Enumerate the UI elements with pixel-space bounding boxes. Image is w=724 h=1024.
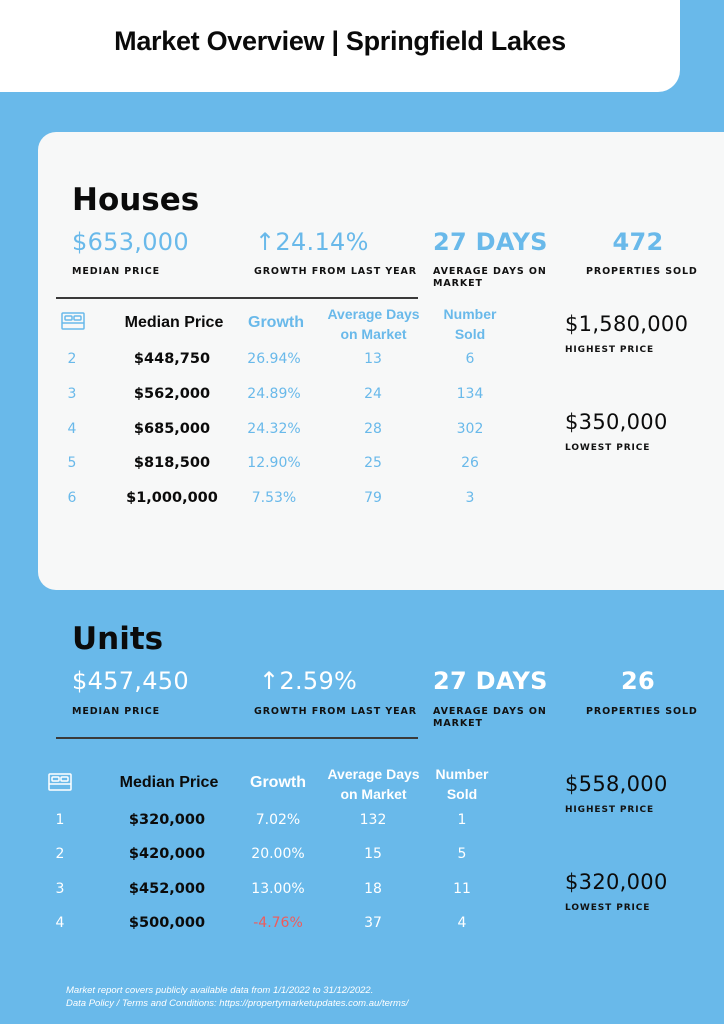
houses-row-beds: 3 — [67, 386, 77, 402]
units-row-growth: 7.02% — [255, 812, 301, 828]
footer-date-range: Market report covers publicly available … — [66, 985, 374, 996]
bed-icon — [48, 773, 72, 791]
units-highest-label: HIGHEST PRICE — [565, 805, 655, 815]
houses-row-sold: 134 — [456, 386, 484, 402]
units-median-label: MEDIAN PRICE — [72, 706, 161, 717]
houses-row-days: 24 — [364, 386, 382, 402]
units-row-growth: 20.00% — [251, 846, 305, 862]
houses-card — [38, 132, 724, 590]
units-growth-value: ↑2.59% — [259, 667, 358, 695]
houses-row-beds: 5 — [67, 455, 77, 471]
houses-highest-value: $1,580,000 — [565, 312, 689, 336]
units-sold-label: PROPERTIES SOLD — [586, 706, 698, 717]
houses-sold-label: PROPERTIES SOLD — [586, 266, 698, 277]
houses-row-sold: 26 — [461, 455, 479, 471]
units-days-label: AVERAGE DAYS ON MARKET — [433, 706, 547, 729]
houses-row-days: 25 — [364, 455, 382, 471]
units-row-growth: 13.00% — [251, 881, 305, 897]
houses-row-growth: 26.94% — [247, 351, 301, 367]
units-row-sold: 1 — [457, 812, 467, 828]
houses-row-price: $1,000,000 — [126, 490, 218, 506]
units-row-days: 18 — [364, 881, 382, 897]
houses-col-sold: Number Sold — [443, 306, 497, 342]
houses-row-price: $562,000 — [133, 386, 211, 402]
houses-row-sold: 3 — [465, 490, 475, 506]
houses-row-days: 13 — [364, 351, 382, 367]
houses-col-median: Median Price — [124, 314, 224, 331]
page-title: Market Overview | Springfield Lakes — [114, 26, 566, 56]
houses-lowest-label: LOWEST PRICE — [565, 443, 651, 453]
houses-days-label: AVERAGE DAYS ON MARKET — [433, 266, 547, 289]
houses-row-price: $818,500 — [133, 455, 211, 471]
houses-row-beds: 4 — [67, 421, 77, 437]
units-row-days: 37 — [364, 915, 382, 931]
units-divider — [56, 737, 418, 739]
units-lowest-label: LOWEST PRICE — [565, 903, 651, 913]
houses-highest-label: HIGHEST PRICE — [565, 345, 655, 355]
units-highest-value: $558,000 — [565, 772, 668, 796]
units-row-beds: 4 — [55, 915, 65, 931]
units-days-value: 27 DAYS — [433, 667, 548, 695]
units-sold-value: 26 — [621, 667, 655, 695]
units-growth-label: GROWTH FROM LAST YEAR — [254, 706, 418, 717]
houses-row-sold: 302 — [456, 421, 484, 437]
houses-growth-label: GROWTH FROM LAST YEAR — [254, 266, 418, 277]
houses-row-growth: 7.53% — [251, 490, 297, 506]
units-row-sold: 5 — [457, 846, 467, 862]
houses-row-sold: 6 — [465, 351, 475, 367]
houses-title: Houses — [72, 182, 200, 218]
units-row-beds: 1 — [55, 812, 65, 828]
houses-sold-value: 472 — [612, 228, 664, 256]
units-lowest-value: $320,000 — [565, 870, 668, 894]
units-col-median: Median Price — [119, 774, 219, 791]
houses-row-days: 79 — [364, 490, 382, 506]
units-col-sold: Number Sold — [435, 766, 489, 802]
units-col-days: Average Days on Market — [327, 766, 420, 802]
units-median-value: $457,450 — [72, 667, 189, 695]
footer-terms: Data Policy / Terms and Conditions: http… — [66, 998, 409, 1009]
units-row-price: $500,000 — [128, 915, 206, 931]
units-row-sold: 11 — [453, 881, 471, 897]
houses-growth-value: ↑24.14% — [255, 228, 369, 256]
units-row-price: $420,000 — [128, 846, 206, 862]
houses-lowest-value: $350,000 — [565, 410, 668, 434]
units-title: Units — [72, 621, 164, 657]
units-row-sold: 4 — [457, 915, 467, 931]
units-row-growth: -4.76% — [253, 915, 303, 931]
houses-row-growth: 24.32% — [247, 421, 301, 437]
units-row-beds: 3 — [55, 881, 65, 897]
houses-days-value: 27 DAYS — [433, 228, 548, 256]
houses-row-beds: 2 — [67, 351, 77, 367]
houses-col-growth: Growth — [248, 314, 304, 331]
bed-icon — [61, 312, 85, 330]
units-row-days: 15 — [364, 846, 382, 862]
units-row-days: 132 — [359, 812, 387, 828]
units-row-price: $320,000 — [128, 812, 206, 828]
houses-col-days: Average Days on Market — [327, 306, 420, 342]
houses-row-beds: 6 — [67, 490, 77, 506]
houses-row-days: 28 — [364, 421, 382, 437]
units-row-price: $452,000 — [128, 881, 206, 897]
houses-row-price: $448,750 — [133, 351, 211, 367]
houses-divider — [56, 297, 418, 299]
header-bar — [0, 0, 680, 92]
houses-median-value: $653,000 — [72, 228, 189, 256]
houses-row-growth: 24.89% — [247, 386, 301, 402]
units-row-beds: 2 — [55, 846, 65, 862]
houses-row-growth: 12.90% — [247, 455, 301, 471]
houses-row-price: $685,000 — [133, 421, 211, 437]
houses-median-label: MEDIAN PRICE — [72, 266, 161, 277]
units-col-growth: Growth — [250, 774, 306, 791]
